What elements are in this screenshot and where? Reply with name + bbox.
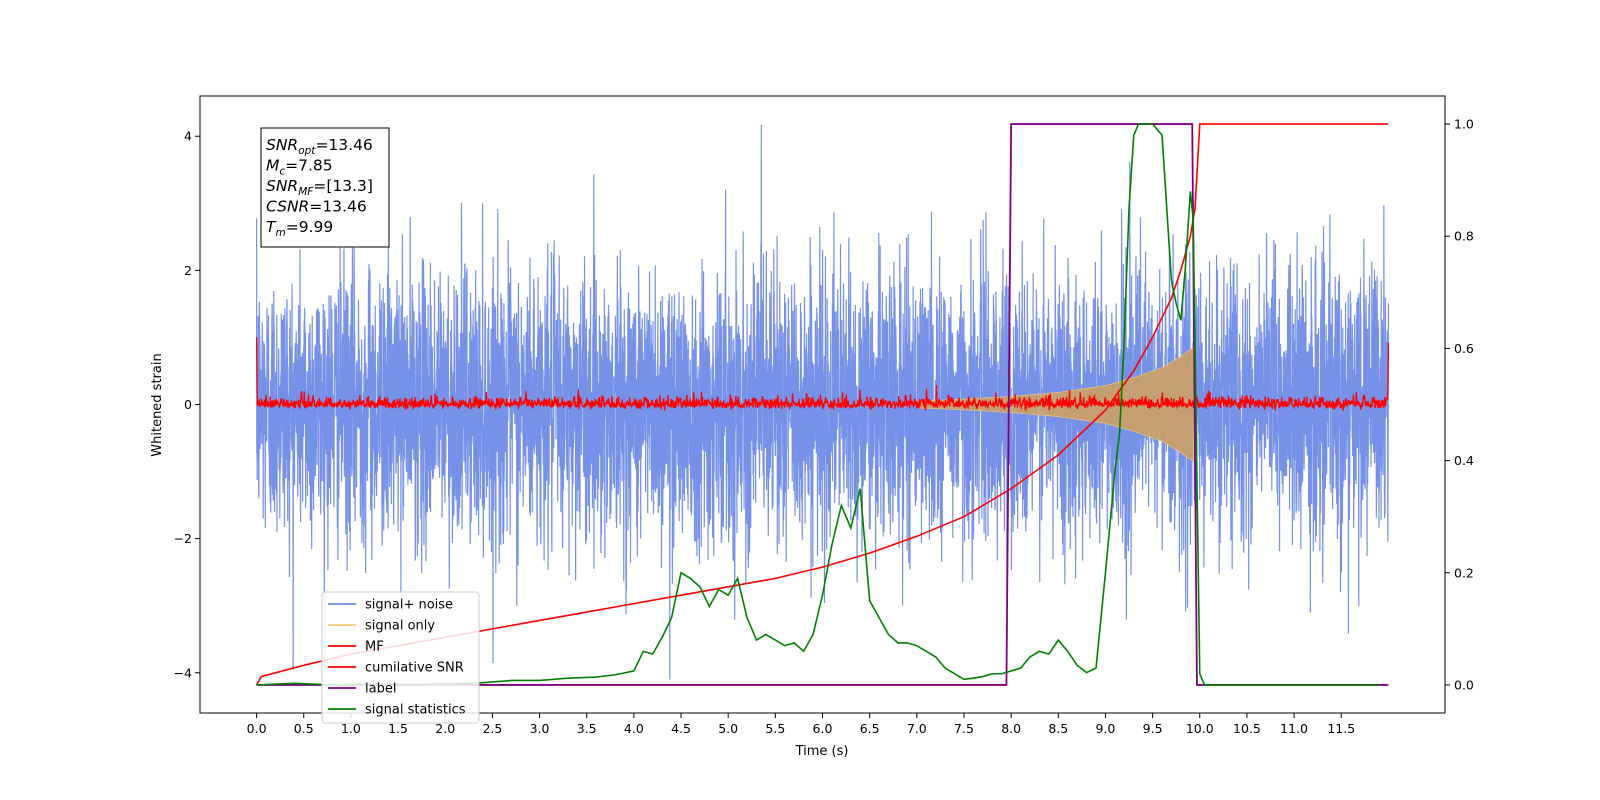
y-tick-label: 0 — [184, 397, 192, 412]
y2-tick-label: 0.4 — [1454, 453, 1474, 468]
y-axis-right: 0.0 0.2 0.4 0.6 0.8 1.0 — [1445, 117, 1474, 692]
x-tick-label: 6.0 — [813, 721, 833, 736]
x-tick-label: 10.5 — [1233, 721, 1261, 736]
annotation-frame — [260, 127, 390, 248]
x-tick-label: 8.5 — [1048, 721, 1068, 736]
x-tick-label: 0.5 — [294, 721, 314, 736]
y-axis-left: −4 −2 0 2 4 — [174, 129, 200, 680]
x-tick-label: 7.0 — [907, 721, 927, 736]
x-tick-label: 3.5 — [577, 721, 597, 736]
legend-entry: MF — [365, 640, 384, 655]
x-axis: 0.0 0.5 1.0 1.5 2.0 2.5 3.0 3.5 4.0 4.5 5.0 5.5 6.0 6… — [247, 713, 1355, 736]
x-tick-label: 0.0 — [247, 721, 267, 736]
x-tick-label: 3.0 — [530, 721, 550, 736]
x-tick-label: 4.0 — [624, 721, 644, 736]
y-tick-label: 4 — [184, 129, 192, 144]
legend-entry: signal statistics — [365, 703, 466, 718]
series-signal-statistics — [256, 123, 1379, 686]
x-tick-label: 8.0 — [1001, 721, 1021, 736]
x-tick-label: 5.5 — [765, 721, 785, 736]
y-axis-label: Whitened strain — [150, 353, 165, 456]
legend-entry: signal+ noise — [365, 598, 453, 613]
y-tick-label: 2 — [184, 263, 192, 278]
annotation-line: CSNR=13.46 — [266, 198, 367, 216]
annotation-line: SNRMF=[13.3] — [266, 177, 373, 198]
x-tick-label: 9.0 — [1096, 721, 1116, 736]
legend: signal+ noise signal only MF cumilative SNR… — [321, 591, 480, 724]
x-tick-label: 4.5 — [671, 721, 691, 736]
annotation-line: Tm=9.99 — [266, 218, 333, 239]
y2-tick-label: 0.8 — [1454, 229, 1474, 244]
x-tick-label: 10.0 — [1186, 721, 1214, 736]
series-signal-noise — [255, 124, 1390, 680]
series-mf — [255, 337, 1390, 412]
x-tick-label: 2.5 — [482, 721, 502, 736]
legend-frame — [321, 591, 480, 724]
x-tick-label: 11.5 — [1327, 721, 1355, 736]
legend-entry: label — [365, 682, 396, 697]
y-tick-label: −2 — [174, 531, 192, 546]
x-tick-label: 5.0 — [718, 721, 738, 736]
x-tick-label: 7.5 — [954, 721, 974, 736]
x-tick-label: 11.0 — [1280, 721, 1308, 736]
y-tick-label: −4 — [174, 665, 192, 680]
y2-tick-label: 0.2 — [1454, 565, 1474, 580]
x-tick-label: 1.5 — [388, 721, 408, 736]
x-tick-label: 9.5 — [1143, 721, 1163, 736]
legend-entry: cumilative SNR — [365, 661, 464, 676]
annotation-line: SNRopt=13.46 — [266, 136, 373, 157]
x-tick-label: 1.0 — [341, 721, 361, 736]
y2-tick-label: 0.6 — [1454, 341, 1474, 356]
x-tick-label: 6.5 — [860, 721, 880, 736]
y2-tick-label: 1.0 — [1454, 117, 1474, 132]
annotation-line: Mc=7.85 — [266, 157, 333, 178]
legend-entry: signal only — [365, 619, 435, 634]
x-tick-label: 2.0 — [435, 721, 455, 736]
annotation-box: SNRopt=13.46Mc=7.85SNRMF=[13.3]CSNR=13.4… — [260, 127, 390, 248]
y2-tick-label: 0.0 — [1454, 677, 1474, 692]
x-axis-label: Time (s) — [795, 744, 849, 759]
